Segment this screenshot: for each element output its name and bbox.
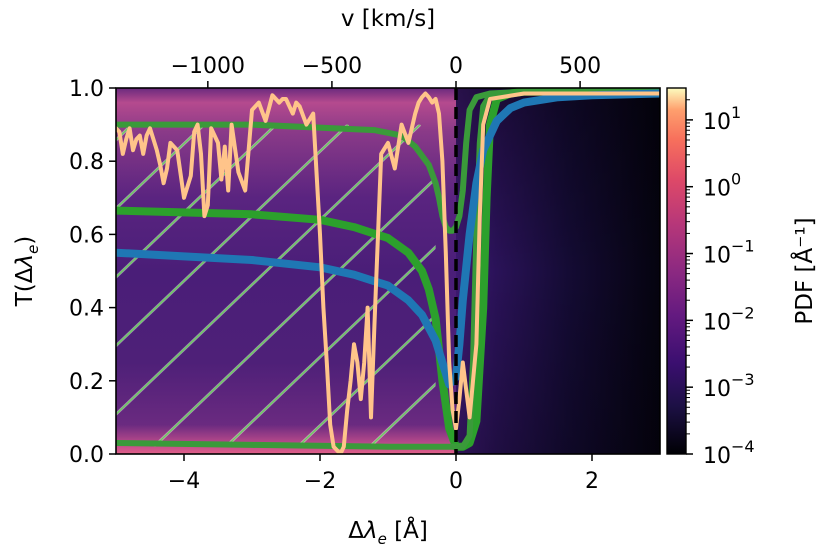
series-line-green-middle: [116, 88, 660, 451]
hatch-line: [116, 124, 421, 416]
y-tick-label: 0.8: [69, 150, 104, 175]
y-axis-ticks: 0.0 0.2 0.4 0.6 0.8 1.0: [69, 77, 116, 468]
top-tick-label: −500: [302, 54, 362, 79]
x-tick-label: −2: [304, 469, 336, 494]
top-tick-label: −1000: [171, 54, 245, 79]
colorbar-tick-label: 10−1: [703, 237, 755, 269]
x-tick-label: −4: [168, 469, 200, 494]
x-axis-label: Δλe [Å]: [348, 516, 428, 548]
colorbar-tick-label: 10−2: [703, 303, 755, 335]
series-line-observed: [116, 91, 660, 454]
top-axis-label: v [km/s]: [341, 6, 435, 32]
hatch-line: [297, 314, 436, 447]
hatch-line: [116, 124, 205, 210]
y-tick-label: 0.0: [69, 443, 104, 468]
y-tick-label: 0.2: [69, 370, 104, 395]
y-tick-label: 0.4: [69, 297, 104, 322]
colorbar-label: PDF [Å⁻¹]: [790, 217, 818, 324]
y-axis-label: T(Δλe): [12, 236, 42, 308]
colorbar-tick-label: 10−3: [703, 370, 755, 402]
x-tick-label: 0: [449, 469, 463, 494]
x-axis-ticks: −4 −2 0 2: [168, 454, 599, 494]
colorbar-ticks: 10−4 10−3 10−2 10−1 100 101: [686, 99, 755, 469]
y-tick-label: 0.6: [69, 223, 104, 248]
colorbar-tick-label: 10−4: [703, 437, 755, 469]
colorbar-tick-label: 101: [703, 103, 741, 135]
top-axis-ticks: −1000 −500 0 500: [171, 54, 601, 88]
series-line-green-lower: [116, 88, 660, 450]
hatch-line: [116, 124, 349, 347]
hatch-line: [225, 246, 436, 447]
y-tick-label: 1.0: [69, 77, 104, 102]
colorbar-tick-label: 100: [703, 170, 741, 202]
heatmap-left-panel: [116, 88, 456, 454]
x-tick-label: 2: [585, 469, 599, 494]
plot-frame: [115, 87, 661, 455]
colorbar: [666, 87, 687, 455]
top-tick-label: 500: [559, 54, 601, 79]
top-tick-label: 0: [449, 54, 463, 79]
hatch-line: [369, 383, 436, 447]
